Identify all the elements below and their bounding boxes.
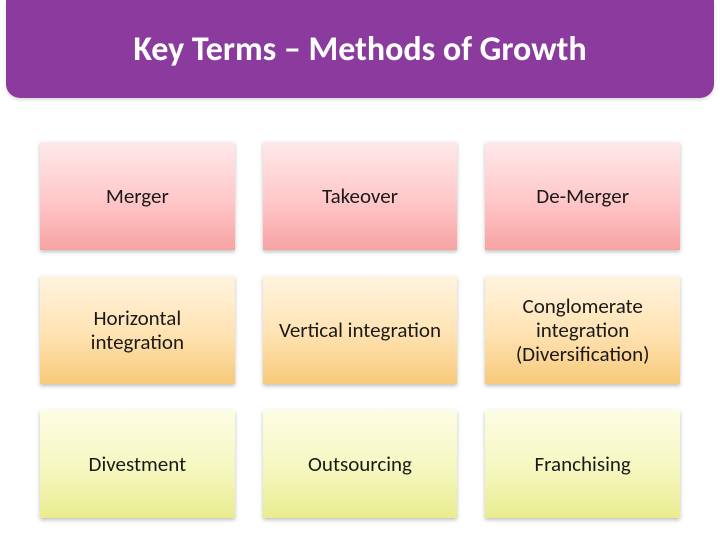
grid-cell: Horizontal integration — [40, 276, 235, 384]
grid-cell: Outsourcing — [263, 410, 458, 518]
grid-cell: Vertical integration — [263, 276, 458, 384]
grid-cell: Franchising — [485, 410, 680, 518]
terms-grid: Merger Takeover De-Merger Horizontal int… — [40, 142, 680, 518]
grid-cell: Conglomerate integration (Diversificatio… — [485, 276, 680, 384]
title-banner: Key Terms – Methods of Growth — [6, 0, 714, 98]
grid-cell: Takeover — [263, 142, 458, 250]
grid-cell: De-Merger — [485, 142, 680, 250]
grid-cell: Divestment — [40, 410, 235, 518]
grid-cell: Merger — [40, 142, 235, 250]
page-title: Key Terms – Methods of Growth — [133, 29, 586, 70]
